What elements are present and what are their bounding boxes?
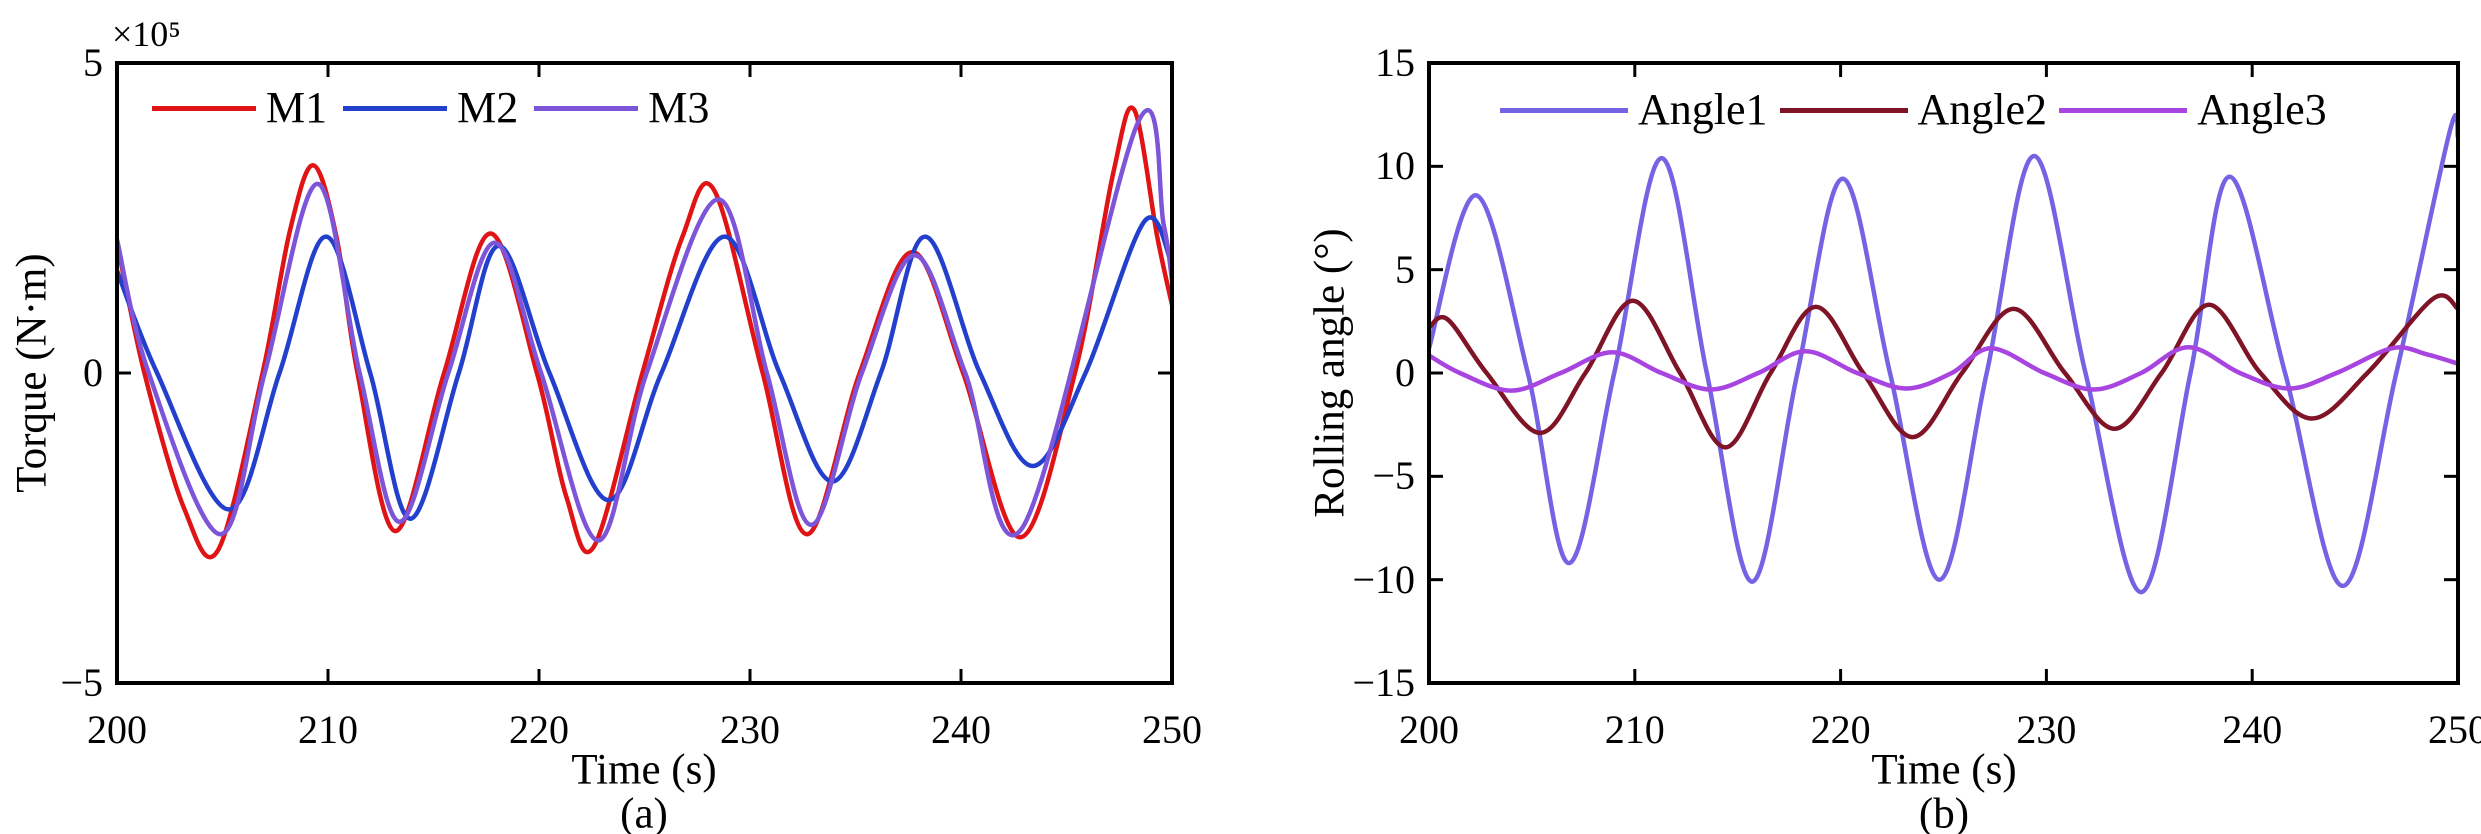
panel-b-xtick-200: 200 [1399, 707, 1459, 752]
panel-a-ytick-5: 5 [83, 40, 103, 85]
panel-a-xtick-240: 240 [931, 707, 991, 752]
panel-a-y-multiplier: ×10⁵ [112, 14, 181, 54]
panel-b-xtick-250: 250 [2428, 707, 2481, 752]
panel-b-curves [1429, 112, 2458, 595]
legend-swatch-Angle2 [1779, 107, 1908, 113]
panel-b-xtick-240: 240 [2222, 707, 2283, 752]
legend-item-Angle1: Angle1 [1500, 88, 1768, 132]
legend-swatch-Angle3 [2059, 107, 2188, 113]
legend-swatch-Angle1 [1500, 107, 1628, 113]
legend-swatch-M1 [152, 105, 256, 111]
legend-label-Angle1: Angle1 [1638, 85, 1768, 134]
legend-label-Angle2: Angle2 [1917, 85, 2048, 134]
panel-a-y-axis-label: Torque (N·m) [8, 253, 56, 493]
series-Angle2-line [1429, 293, 2458, 450]
panel-b-ytick--10: −10 [1352, 556, 1415, 602]
panel-b-ytick-5: 5 [1395, 246, 1415, 292]
panel-b-xtick-230: 230 [2016, 707, 2077, 752]
legend-label-M1: M1 [266, 83, 328, 132]
series-M3-line [117, 108, 1172, 543]
panel-b-ytick-0: 0 [1395, 350, 1415, 395]
legend-label-M2: M2 [457, 83, 519, 132]
legend-item-M3: M3 [534, 86, 709, 130]
panel-a-curves [117, 105, 1172, 560]
legend-swatch-M3 [534, 105, 639, 111]
panel-b-tick-marks [1427, 61, 2460, 685]
legend-item-M1: M1 [152, 86, 327, 130]
legend-item-M2: M2 [343, 86, 518, 130]
panel-a-xtick-220: 220 [509, 707, 569, 752]
panel-a-ytick--5: −5 [60, 660, 103, 705]
panel-a-caption: (a) [620, 790, 668, 834]
panel-a-ytick-0: 0 [83, 350, 103, 395]
panel-a-xtick-200: 200 [87, 707, 147, 752]
panel-a-xtick-230: 230 [720, 707, 780, 752]
panel-b-x-axis-label: Time (s) [1871, 746, 2017, 794]
panel-a-tick-marks [115, 61, 1174, 685]
panel-a-xtick-250: 250 [1142, 707, 1202, 752]
series-M1-line [117, 105, 1172, 560]
panel-b-y-axis-label: Rolling angle (°) [1306, 228, 1354, 518]
legend-item-Angle3: Angle3 [2059, 88, 2327, 132]
panel-b-ytick--5: −5 [1372, 453, 1415, 499]
panel-b-caption: (b) [1918, 790, 1970, 834]
panel-a-x-axis-label: Time (s) [571, 746, 717, 794]
panel-b-xtick-210: 210 [1604, 707, 1665, 752]
series-Angle1-line [1429, 112, 2458, 595]
panel-b-xtick-220: 220 [1810, 707, 1871, 752]
legend-label-Angle3: Angle3 [2197, 85, 2327, 134]
panel-b-ytick-10: 10 [1375, 143, 1415, 189]
panel-b-ytick-15: 15 [1375, 40, 1415, 85]
panel-b-ytick--15: −15 [1352, 660, 1415, 705]
legend-label-M3: M3 [648, 83, 710, 132]
panel-b-legend: Angle1 Angle2 Angle3 [1500, 88, 2327, 132]
legend-item-Angle2: Angle2 [1779, 85, 2048, 134]
legend-swatch-M2 [343, 105, 448, 111]
panel-a-legend: M1 M2 M3 [152, 86, 709, 130]
series-Angle3-line [1429, 344, 2458, 393]
panel-a-xtick-210: 210 [298, 707, 358, 752]
